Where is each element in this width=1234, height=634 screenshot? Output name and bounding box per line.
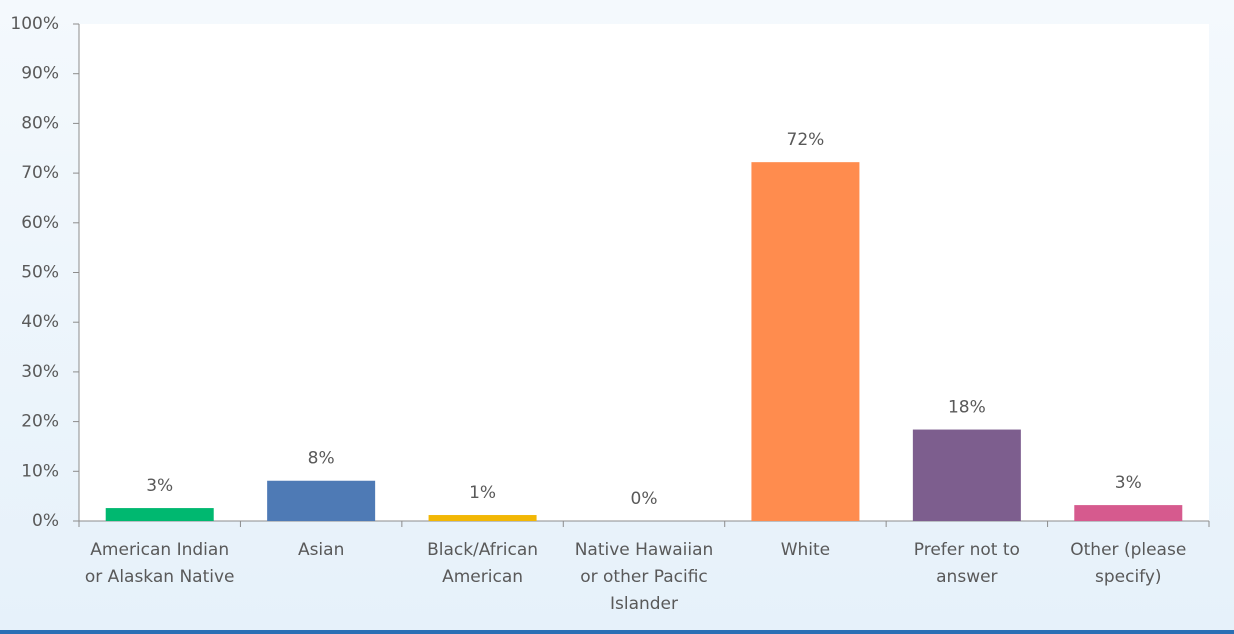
bar — [267, 480, 376, 521]
data-label: 8% — [308, 449, 335, 469]
y-tick-label: 50% — [21, 263, 59, 283]
y-tick-label: 30% — [21, 362, 59, 382]
x-tick-label: White — [780, 540, 831, 560]
y-tick-label: 0% — [32, 511, 59, 531]
data-label: 3% — [146, 476, 173, 496]
y-tick-label: 60% — [21, 213, 59, 233]
x-tick-label: American Indian or Alaskan Native — [84, 540, 235, 587]
data-label: 18% — [948, 398, 986, 418]
data-label: 1% — [469, 483, 496, 503]
x-tick-label: Prefer not to answer — [913, 540, 1020, 587]
bar — [751, 162, 860, 521]
x-tick-label: Native Hawaiian or other Pacific Islande… — [574, 540, 714, 614]
x-tick-label: Asian — [297, 540, 345, 560]
data-label: 0% — [631, 489, 658, 509]
y-tick-label: 40% — [21, 312, 59, 332]
bar — [1074, 505, 1183, 521]
bar — [428, 515, 537, 521]
y-tick-label: 20% — [21, 412, 59, 432]
bottom-border — [0, 630, 1234, 634]
data-label: 3% — [1115, 473, 1142, 493]
plot-area — [79, 24, 1209, 521]
bar — [912, 429, 1021, 521]
data-label: 72% — [787, 130, 825, 150]
y-tick-label: 100% — [10, 14, 59, 34]
y-tick-label: 70% — [21, 163, 59, 183]
y-tick-label: 90% — [21, 64, 59, 84]
x-tick-label: Black/African American — [427, 540, 539, 587]
y-tick-label: 10% — [21, 461, 59, 481]
y-tick-label: 80% — [21, 113, 59, 133]
x-tick-label: Other (please specify) — [1070, 540, 1187, 587]
bar — [105, 508, 214, 521]
